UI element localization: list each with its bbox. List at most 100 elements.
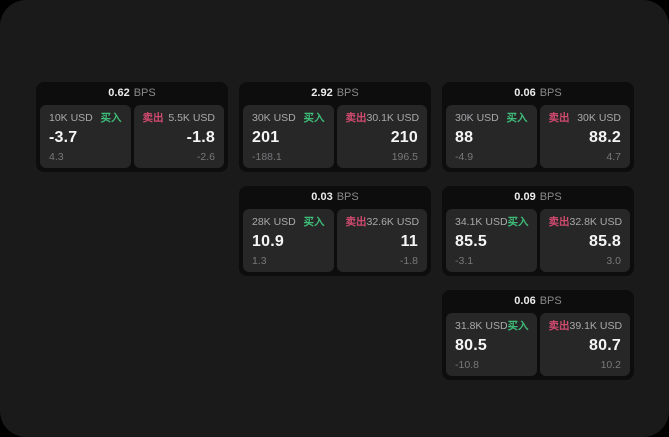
card-header: 0.09 BPS <box>442 186 634 209</box>
bps-unit-label: BPS <box>336 87 359 99</box>
buy-delta: -10.8 <box>455 358 479 371</box>
buy-tag: 买入 <box>303 112 325 124</box>
sell-delta: -2.6 <box>196 150 215 163</box>
bps-value: 0.06 <box>514 87 536 99</box>
sell-panel[interactable]: 卖出 30K USD 88.2 4.7 <box>539 105 630 168</box>
card-header: 0.62 BPS <box>36 82 228 105</box>
sell-amount: 5.5K USD <box>168 112 215 124</box>
buy-panel[interactable]: 10K USD 买入 -3.7 4.3 <box>40 105 131 168</box>
quote-card: 2.92 BPS 30K USD 买入 201 -188.1 卖出 30.1K … <box>239 82 431 172</box>
panels-row: 30K USD 买入 201 -188.1 卖出 30.1K USD 210 1… <box>239 105 431 172</box>
panels-row: 31.8K USD 买入 80.5 -10.8 卖出 39.1K USD 80.… <box>442 313 634 380</box>
panels-row: 30K USD 买入 88 -4.9 卖出 30K USD 88.2 4.7 <box>442 105 634 172</box>
sell-amount: 32.8K USD <box>569 216 623 228</box>
sell-tag: 卖出 <box>345 216 367 228</box>
buy-price: 85.5 <box>455 232 487 250</box>
buy-delta: 4.3 <box>49 150 64 163</box>
sell-delta: 3.0 <box>606 254 621 267</box>
card-header: 2.92 BPS <box>239 82 431 105</box>
sell-delta: -1.8 <box>399 254 418 267</box>
buy-tag: 买入 <box>303 216 325 228</box>
panels-row: 10K USD 买入 -3.7 4.3 卖出 5.5K USD -1.8 -2.… <box>36 105 228 172</box>
sell-tag: 卖出 <box>345 112 367 124</box>
bps-unit-label: BPS <box>539 295 562 307</box>
sell-panel-top: 卖出 32.6K USD <box>345 216 420 228</box>
buy-amount: 31.8K USD <box>455 320 508 332</box>
bps-value: 0.06 <box>514 295 536 307</box>
sell-tag: 卖出 <box>548 112 570 124</box>
sell-price: -1.8 <box>186 128 215 146</box>
sell-panel[interactable]: 卖出 30.1K USD 210 196.5 <box>336 105 427 168</box>
sell-panel-top: 卖出 30.1K USD <box>345 112 420 124</box>
buy-price: 201 <box>252 128 280 146</box>
buy-amount: 10K USD <box>49 112 93 124</box>
buy-panel-top: 10K USD 买入 <box>49 113 122 124</box>
buy-amount: 34.1K USD <box>455 216 508 228</box>
buy-delta: 1.3 <box>252 254 267 267</box>
sell-tag: 卖出 <box>548 320 570 332</box>
sell-amount: 32.6K USD <box>366 216 420 228</box>
sell-panel-top: 卖出 32.8K USD <box>548 216 623 228</box>
buy-tag: 买入 <box>507 216 529 228</box>
buy-panel-top: 31.8K USD 买入 <box>455 320 529 332</box>
quote-card: 0.62 BPS 10K USD 买入 -3.7 4.3 卖出 5.5K USD <box>36 82 228 172</box>
sell-panel[interactable]: 卖出 39.1K USD 80.7 10.2 <box>539 313 630 376</box>
buy-panel[interactable]: 30K USD 买入 201 -188.1 <box>243 105 334 168</box>
buy-price: 10.9 <box>252 232 284 250</box>
buy-amount: 28K USD <box>252 216 296 228</box>
buy-tag: 买入 <box>100 112 122 124</box>
buy-price: -3.7 <box>49 128 78 146</box>
bps-value: 2.92 <box>311 87 333 99</box>
bps-unit-label: BPS <box>539 87 562 99</box>
sell-panel[interactable]: 卖出 5.5K USD -1.8 -2.6 <box>133 105 224 168</box>
panels-row: 28K USD 买入 10.9 1.3 卖出 32.6K USD 11 -1.8 <box>239 209 431 276</box>
buy-panel-top: 34.1K USD 买入 <box>455 216 529 228</box>
sell-tag: 卖出 <box>142 112 164 124</box>
sell-price: 88.2 <box>589 128 621 146</box>
quote-card: 0.09 BPS 34.1K USD 买入 85.5 -3.1 卖出 32.8K… <box>442 186 634 276</box>
card-header: 0.06 BPS <box>442 290 634 313</box>
sell-price: 85.8 <box>589 232 621 250</box>
quotes-grid: 0.62 BPS 10K USD 买入 -3.7 4.3 卖出 5.5K USD <box>36 82 634 380</box>
panels-row: 34.1K USD 买入 85.5 -3.1 卖出 32.8K USD 85.8… <box>442 209 634 276</box>
sell-amount: 39.1K USD <box>569 320 623 332</box>
sell-price: 80.7 <box>589 336 621 354</box>
buy-panel-top: 30K USD 买入 <box>252 113 325 124</box>
sell-panel[interactable]: 卖出 32.8K USD 85.8 3.0 <box>539 209 630 272</box>
card-header: 0.06 BPS <box>442 82 634 105</box>
bps-unit-label: BPS <box>336 191 359 203</box>
bps-unit-label: BPS <box>539 191 562 203</box>
buy-panel[interactable]: 34.1K USD 买入 85.5 -3.1 <box>446 209 537 272</box>
sell-panel-top: 卖出 5.5K USD <box>143 113 216 124</box>
bps-value: 0.09 <box>514 191 536 203</box>
sell-panel[interactable]: 卖出 32.6K USD 11 -1.8 <box>336 209 427 272</box>
buy-panel[interactable]: 30K USD 买入 88 -4.9 <box>446 105 537 168</box>
card-header: 0.03 BPS <box>239 186 431 209</box>
buy-amount: 30K USD <box>252 112 296 124</box>
bps-unit-label: BPS <box>133 87 156 99</box>
sell-delta: 196.5 <box>391 150 418 163</box>
sell-price: 11 <box>400 232 418 250</box>
sell-delta: 4.7 <box>606 150 621 163</box>
sell-amount: 30.1K USD <box>366 112 420 124</box>
buy-price: 88 <box>455 128 474 146</box>
buy-delta: -188.1 <box>252 150 282 163</box>
buy-price: 80.5 <box>455 336 487 354</box>
buy-panel[interactable]: 28K USD 买入 10.9 1.3 <box>243 209 334 272</box>
quote-card: 0.03 BPS 28K USD 买入 10.9 1.3 卖出 32.6K US… <box>239 186 431 276</box>
buy-delta: -3.1 <box>455 254 474 267</box>
buy-tag: 买入 <box>507 320 529 332</box>
buy-panel[interactable]: 31.8K USD 买入 80.5 -10.8 <box>446 313 537 376</box>
buy-delta: -4.9 <box>455 150 474 163</box>
bps-value: 0.03 <box>311 191 333 203</box>
buy-tag: 买入 <box>506 112 528 124</box>
buy-panel-top: 28K USD 买入 <box>252 217 325 228</box>
buy-panel-top: 30K USD 买入 <box>455 113 528 124</box>
buy-amount: 30K USD <box>455 112 499 124</box>
sell-tag: 卖出 <box>548 216 570 228</box>
sell-panel-top: 卖出 39.1K USD <box>548 320 623 332</box>
sell-panel-top: 卖出 30K USD <box>549 113 622 124</box>
quote-card: 0.06 BPS 31.8K USD 买入 80.5 -10.8 卖出 39.1… <box>442 290 634 380</box>
sell-amount: 30K USD <box>577 112 621 124</box>
